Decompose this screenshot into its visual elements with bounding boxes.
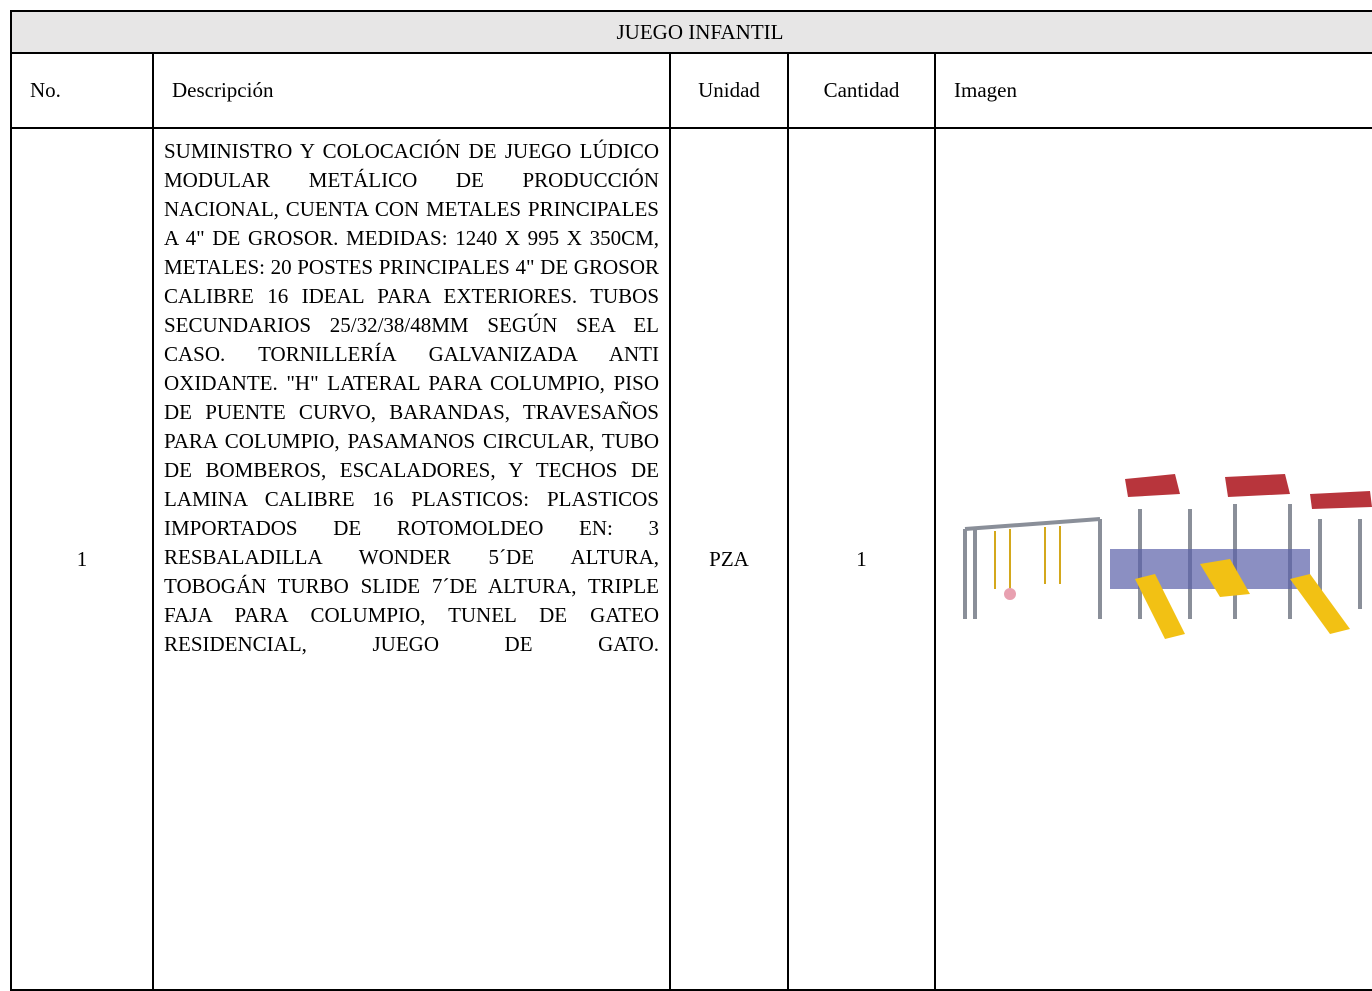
body-cell: 1: [787, 127, 936, 991]
header-cell: Imagen: [934, 52, 1372, 129]
table-title: JUEGO INFANTIL: [616, 19, 784, 44]
header-cell: No.: [10, 52, 154, 129]
header: Imagen: [954, 78, 1017, 102]
header-cell: Unidad: [669, 52, 789, 129]
title-cell: JUEGO INFANTIL: [10, 10, 1372, 54]
body-cell: PZA: [669, 127, 789, 991]
header-cell: Cantidad: [787, 52, 936, 129]
playground-image: [963, 474, 1372, 639]
header: Descripción: [172, 78, 274, 102]
header-cell: Descripción: [152, 52, 671, 129]
body-cell: 1: [10, 127, 154, 991]
cell-text: PZA: [709, 546, 749, 571]
body-cell: SUMINISTRO Y COLOCACIÓN DE JUEGO LÚDICO …: [152, 127, 671, 991]
header: Cantidad: [823, 78, 900, 102]
header: Unidad: [698, 78, 760, 102]
image-cell: [934, 127, 1372, 991]
description: SUMINISTRO Y COLOCACIÓN DE JUEGO LÚDICO …: [164, 139, 659, 656]
header: No.: [30, 78, 61, 102]
cell-text: 1: [856, 546, 867, 571]
cell-text: 1: [76, 546, 88, 571]
